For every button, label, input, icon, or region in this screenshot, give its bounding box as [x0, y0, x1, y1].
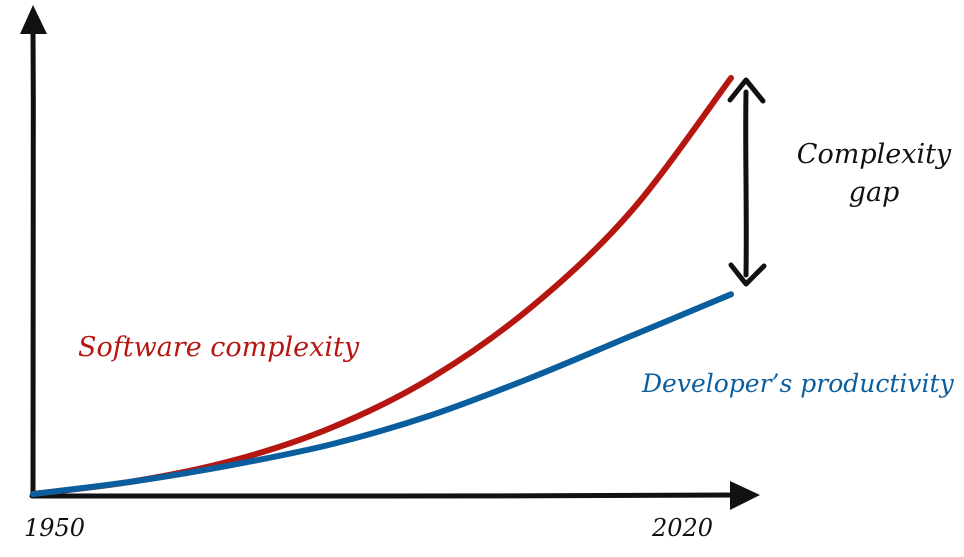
gap-label-line1: Complexity	[797, 139, 952, 170]
complexity-gap-arrow	[727, 77, 767, 287]
series-line-developer-productivity	[30, 291, 734, 497]
series-label-software-complexity: Software complexity	[78, 332, 360, 363]
y-axis-arrowhead	[20, 5, 47, 34]
series-label-developer-productivity: Developer’s productivity	[641, 369, 955, 398]
x-axis-line	[29, 492, 738, 499]
axes	[20, 5, 760, 510]
gap-arrow-bottom-head	[728, 262, 767, 287]
x-tick-1950: 1950	[24, 514, 85, 542]
gap-label-line2: gap	[849, 177, 900, 208]
gap-arrow-top-head	[727, 77, 766, 104]
x-tick-2020: 2020	[651, 514, 713, 542]
gap-arrow-shaft	[743, 89, 749, 278]
x-axis-arrowhead	[730, 481, 760, 510]
series-layer	[30, 75, 734, 497]
